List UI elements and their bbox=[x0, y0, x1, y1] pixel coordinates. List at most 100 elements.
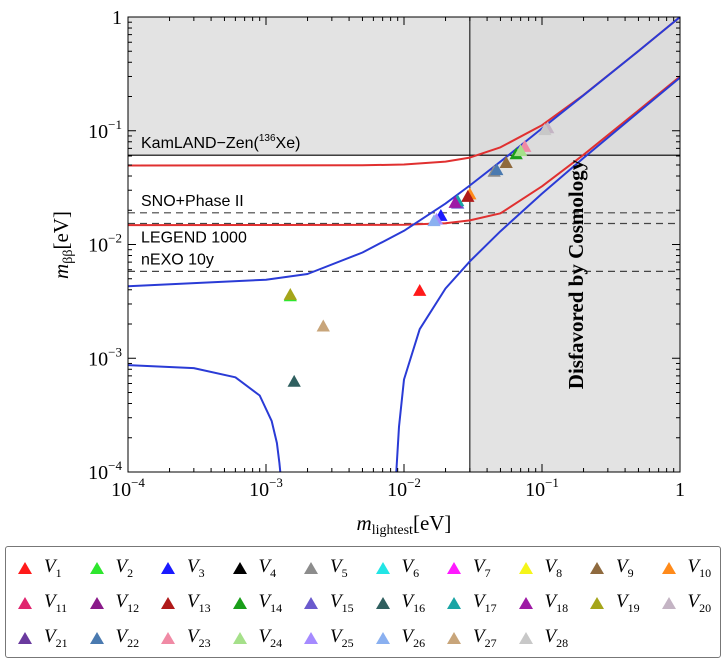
point-v9 bbox=[499, 156, 513, 168]
legend-marker bbox=[375, 632, 390, 644]
legend-marker bbox=[161, 597, 175, 609]
legend-item-v9: V9 bbox=[590, 553, 634, 583]
legend-item-v11: V11 bbox=[18, 588, 67, 618]
legend-marker bbox=[375, 597, 390, 609]
y-axis-title: mββ[eV] bbox=[49, 211, 76, 279]
x-tick-label: 10−3 bbox=[249, 475, 283, 501]
legend-label: V4 bbox=[258, 555, 277, 580]
legend-item-v20: V20 bbox=[661, 588, 711, 618]
legend-marker bbox=[518, 597, 533, 609]
legend-item-v23: V23 bbox=[161, 623, 211, 653]
annotations: KamLAND−Zen(136Xe) SNO+Phase II LEGEND 100… bbox=[141, 133, 588, 389]
point-v28 bbox=[538, 123, 552, 136]
excluded-regions bbox=[128, 17, 680, 472]
x-axis-title: mlightest[eV] bbox=[357, 511, 452, 538]
legend-marker bbox=[18, 632, 32, 644]
y-tick-label: 10−1 bbox=[88, 117, 122, 143]
legend-label: V12 bbox=[115, 590, 140, 615]
legend-item-v8: V8 bbox=[518, 553, 563, 583]
limit-label-3: nEXO 10y bbox=[141, 251, 214, 268]
legend: V1 V2 V3 V4 V5 V6 V7 V8 V9 V10 V11 V12 V13 V14 V15 V16 V… bbox=[5, 546, 721, 658]
legend-item-v28: V28 bbox=[518, 623, 569, 653]
legend-item-v12: V12 bbox=[89, 588, 140, 618]
legend-marker bbox=[375, 562, 390, 574]
y-tick-label: 10−2 bbox=[88, 231, 122, 257]
x-tick-label: 10−4 bbox=[111, 475, 145, 501]
legend-marker bbox=[447, 597, 461, 609]
legend-marker bbox=[661, 597, 676, 609]
legend-label: V1 bbox=[44, 555, 62, 580]
legend-marker bbox=[590, 597, 604, 609]
legend-marker bbox=[18, 562, 32, 574]
legend-marker bbox=[304, 632, 318, 644]
legend-item-v15: V15 bbox=[304, 588, 354, 618]
band-curve-1 bbox=[128, 75, 680, 227]
legend-label: V26 bbox=[401, 625, 426, 650]
legend-marker bbox=[590, 562, 604, 574]
point-v27 bbox=[316, 319, 330, 332]
legend-marker bbox=[447, 632, 461, 644]
legend-label: V7 bbox=[473, 555, 491, 580]
cosmology-label: Disfavored by Cosmology bbox=[564, 159, 588, 389]
legend-item-v21: V21 bbox=[18, 623, 68, 653]
legend-item-v27: V27 bbox=[447, 623, 497, 653]
legend-item-v24: V24 bbox=[232, 623, 283, 653]
legend-label: V21 bbox=[44, 625, 68, 650]
legend-marker bbox=[447, 562, 461, 574]
legend-marker bbox=[89, 597, 104, 609]
legend-label: V11 bbox=[44, 590, 68, 615]
legend-label: V27 bbox=[473, 625, 497, 650]
point-v16 bbox=[287, 374, 301, 387]
legend-item-v22: V22 bbox=[89, 623, 140, 653]
legend-label: V28 bbox=[544, 625, 569, 650]
legend-label: V3 bbox=[187, 555, 205, 580]
legend-label: V22 bbox=[115, 625, 140, 650]
y-tick-label: 10−3 bbox=[88, 344, 122, 370]
legend-item-v3: V3 bbox=[161, 553, 205, 583]
x-tick-label: 1 bbox=[675, 479, 685, 501]
legend-label: V15 bbox=[330, 590, 354, 615]
point-v19 bbox=[283, 287, 297, 300]
legend-label: V9 bbox=[616, 555, 634, 580]
legend-item-v10: V10 bbox=[661, 553, 712, 583]
legend-item-v1: V1 bbox=[18, 553, 62, 583]
legend-label: V13 bbox=[187, 590, 211, 615]
legend-item-v25: V25 bbox=[304, 623, 354, 653]
legend-item-v14: V14 bbox=[232, 588, 283, 618]
legend-item-v26: V26 bbox=[375, 623, 426, 653]
limit-label-2: LEGEND 1000 bbox=[141, 229, 247, 246]
legend-item-v4: V4 bbox=[232, 553, 277, 583]
limit-label-1: SNO+Phase II bbox=[141, 193, 244, 210]
legend-label: V24 bbox=[258, 625, 283, 650]
legend-marker bbox=[518, 632, 533, 644]
legend-label: V14 bbox=[258, 590, 283, 615]
limit-label-0: KamLAND−Zen(136Xe) bbox=[141, 133, 300, 152]
point-v18 bbox=[448, 195, 462, 208]
legend-marker bbox=[661, 562, 676, 574]
point-v22 bbox=[490, 163, 504, 176]
point-v1 bbox=[413, 284, 427, 296]
legend-label: V10 bbox=[687, 555, 712, 580]
legend-marker bbox=[89, 632, 104, 644]
legend-label: V6 bbox=[401, 555, 420, 580]
band-curve-4 bbox=[395, 76, 680, 472]
legend-item-v13: V13 bbox=[161, 588, 211, 618]
legend-item-v19: V19 bbox=[590, 588, 640, 618]
legend-label: V16 bbox=[401, 590, 426, 615]
legend-marker bbox=[232, 597, 247, 609]
region-cosmology-disfavored bbox=[469, 17, 680, 472]
legend-marker bbox=[304, 562, 318, 574]
legend-item-v2: V2 bbox=[89, 553, 133, 583]
band-curve-3 bbox=[128, 364, 282, 472]
legend-item-v6: V6 bbox=[375, 553, 420, 583]
y-tick-label: 10−4 bbox=[88, 458, 122, 484]
legend-label: V19 bbox=[616, 590, 640, 615]
legend-label: V8 bbox=[544, 555, 563, 580]
y-tick-label: 1 bbox=[112, 7, 122, 29]
axis-ticks: 10−4 10−3 10−2 10−1 1 10−4 10−3 10−2 10−1 1 bbox=[88, 7, 685, 501]
neutrino-mass-chart: 10−4 10−3 10−2 10−1 1 10−4 10−3 10−2 10−1 1 KamLA… bbox=[49, 7, 685, 538]
legend-marker bbox=[89, 562, 104, 574]
legend-item-v5: V5 bbox=[304, 553, 348, 583]
legend-label: V18 bbox=[544, 590, 569, 615]
model-points bbox=[283, 121, 555, 387]
